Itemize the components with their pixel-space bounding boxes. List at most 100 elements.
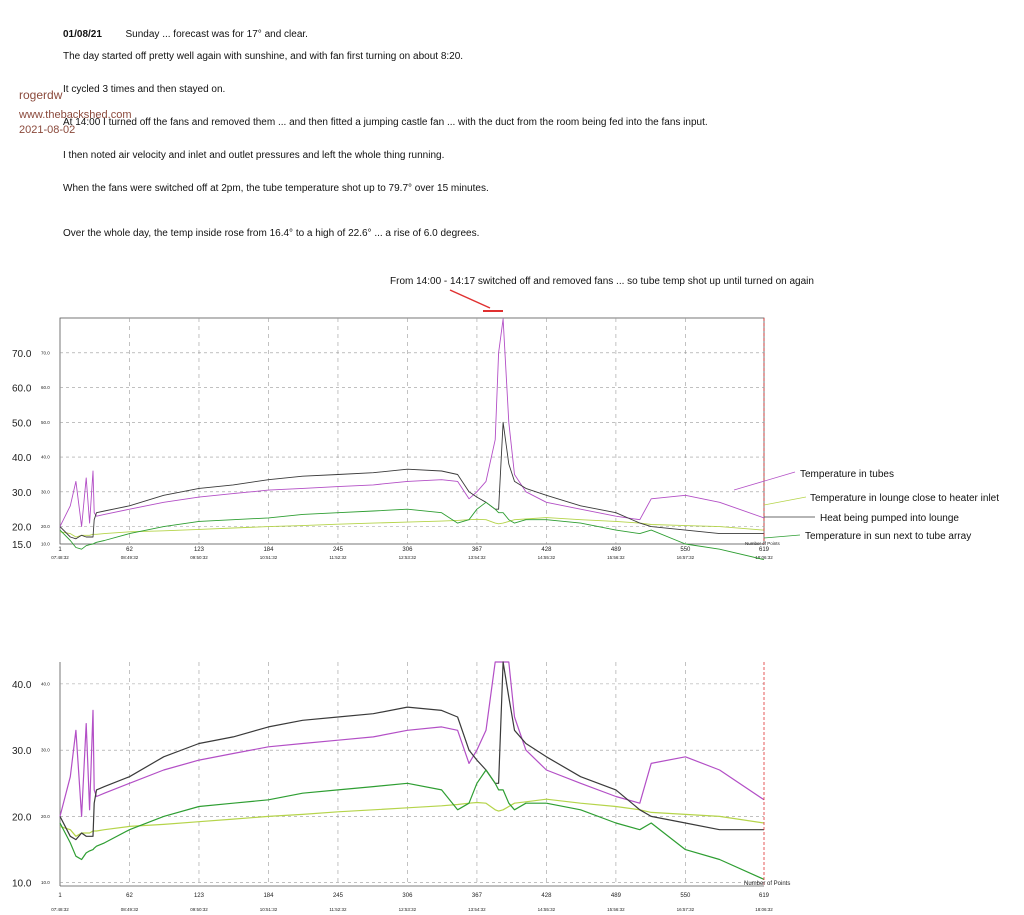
x-time-label: 07:48:32 xyxy=(51,907,69,912)
x-time-label: 18:06:32 xyxy=(755,555,773,560)
y-tick-label: 70.0 xyxy=(12,349,32,360)
y-tick-label-small: 50.0 xyxy=(41,420,50,425)
x-time-label: 12:53:32 xyxy=(399,555,417,560)
y-tick-label: 10.0 xyxy=(12,879,32,890)
y-tick-label-small: 70.0 xyxy=(41,350,50,355)
y-tick-label: 30.0 xyxy=(12,746,32,757)
y-tick-label-small: 10.0 xyxy=(41,542,50,547)
post-line-1: The day started off pretty well again wi… xyxy=(63,51,464,62)
legend-leader-tubes xyxy=(733,471,796,491)
x-time-label: 16:57:32 xyxy=(677,555,695,560)
x-tick-label: 306 xyxy=(402,547,413,553)
y-tick-label: 30.0 xyxy=(12,488,32,499)
annotation-arrow xyxy=(449,289,491,309)
x-tick-label: 428 xyxy=(541,547,552,553)
chart-top-x-axis-label: Number of Points xyxy=(745,541,781,546)
x-tick-label: 550 xyxy=(680,547,691,553)
chart-bottom-x-ticks: 1 07:48:32 62 08:49:32 123 09:50:32 184 10:51:3… xyxy=(51,893,773,912)
post-line-2: It cycled 3 times and then stayed on. xyxy=(63,84,226,95)
y-tick-label: 50.0 xyxy=(12,418,32,429)
x-time-label: 08:49:32 xyxy=(121,555,139,560)
y-tick-label: 20.0 xyxy=(12,812,32,823)
series-line-tubes xyxy=(59,318,765,528)
x-time-label: 14:55:32 xyxy=(538,555,556,560)
x-tick-label: 489 xyxy=(611,547,622,553)
legend-sun: Temperature in sun next to tube array xyxy=(805,531,971,542)
post-headline: Sunday ... forecast was for 17° and clea… xyxy=(125,29,308,40)
y-tick-label: 60.0 xyxy=(12,384,32,395)
x-time-label: 13:54:32 xyxy=(468,555,486,560)
x-tick-label: 619 xyxy=(759,893,770,899)
y-tick-label-small: 10.0 xyxy=(41,880,50,885)
legend-leader-lounge xyxy=(763,496,807,506)
post-line-3: At 14:00 I turned off the fans and remov… xyxy=(63,117,708,128)
x-tick-label: 62 xyxy=(126,893,133,899)
watermark-user: rogerdw xyxy=(19,88,63,102)
x-time-label: 08:49:32 xyxy=(121,907,139,912)
y-tick-label: 40.0 xyxy=(12,453,32,464)
x-time-label: 09:50:32 xyxy=(190,555,208,560)
watermark-site: www.thebackshed.com xyxy=(19,109,132,121)
x-time-label: 15:56:32 xyxy=(607,555,625,560)
chart-top: 70.0 70.0 60.0 60.0 50.0 50.0 40.0 40.0 30.0 30.0… xyxy=(12,317,781,561)
x-time-label: 07:48:32 xyxy=(51,555,69,560)
chart-bottom-grid xyxy=(60,662,764,886)
post-line-4: I then noted air velocity and inlet and … xyxy=(63,150,445,161)
watermark-date: 2021-08-02 xyxy=(19,124,76,136)
y-tick-label-small: 30.0 xyxy=(41,489,50,494)
post-line-5: When the fans were switched off at 2pm, … xyxy=(63,183,489,194)
chart-top-x-ticks: 1 07:48:32 62 08:49:32 123 09:50:32 184 10:51:3… xyxy=(51,547,773,560)
y-tick-label-small: 60.0 xyxy=(41,385,50,390)
x-time-label: 10:51:32 xyxy=(260,555,278,560)
x-time-label: 16:57:32 xyxy=(677,907,695,912)
x-tick-label: 184 xyxy=(263,547,274,553)
y-tick-label: 40.0 xyxy=(12,680,32,691)
chart-top-grid xyxy=(60,318,764,544)
x-tick-label: 123 xyxy=(194,547,205,553)
series-line-pumped xyxy=(59,421,764,540)
post-line-6: Over the whole day, the temp inside rose… xyxy=(63,228,480,239)
chart-top-series xyxy=(59,318,765,561)
legend-pumped: Heat being pumped into lounge xyxy=(820,513,959,524)
x-tick-label: 245 xyxy=(333,893,344,899)
chart-bottom-y-ticks: 40.0 40.0 30.0 30.0 20.0 20.0 10.0 10.0 xyxy=(12,680,50,890)
x-tick-label: 123 xyxy=(194,893,205,899)
series-line-pumped xyxy=(59,661,764,841)
x-time-label: 10:51:32 xyxy=(260,907,278,912)
x-time-label: 11:52:32 xyxy=(329,907,347,912)
post-headline-row: 01/08/21 Sunday ... forecast was for 17°… xyxy=(63,29,308,40)
x-time-label: 18:06:32 xyxy=(755,907,773,912)
x-tick-label: 245 xyxy=(333,547,344,553)
x-time-label: 15:56:32 xyxy=(607,907,625,912)
x-tick-label: 367 xyxy=(472,547,483,553)
x-tick-label: 306 xyxy=(402,893,413,899)
x-time-label: 12:53:32 xyxy=(399,907,417,912)
x-time-label: 13:54:32 xyxy=(468,907,486,912)
chart-top-y-ticks: 70.0 70.0 60.0 60.0 50.0 50.0 40.0 40.0 30.0 30.0… xyxy=(12,349,50,551)
y-tick-label-small: 30.0 xyxy=(41,748,50,753)
legend: Temperature in tubes Temperature in loun… xyxy=(733,469,999,542)
post-date: 01/08/21 xyxy=(63,29,102,40)
series-line-sun xyxy=(59,769,765,880)
x-tick-label: 428 xyxy=(541,893,552,899)
legend-leader-sun xyxy=(763,534,801,539)
chart-bottom-x-axis-label: Number of Points xyxy=(744,881,790,887)
chart-bottom-series xyxy=(59,661,765,880)
chart-bottom: 40.0 40.0 30.0 30.0 20.0 20.0 10.0 10.0 1 07:48:… xyxy=(12,661,790,912)
y-tick-label-small: 40.0 xyxy=(41,455,50,460)
x-tick-label: 550 xyxy=(680,893,691,899)
x-tick-label: 1 xyxy=(58,547,62,553)
x-tick-label: 62 xyxy=(126,547,133,553)
x-tick-label: 367 xyxy=(472,893,483,899)
y-tick-label: 15.0 xyxy=(12,540,32,551)
x-tick-label: 489 xyxy=(611,893,622,899)
y-tick-label: 20.0 xyxy=(12,523,32,534)
legend-lounge-inlet: Temperature in lounge close to heater in… xyxy=(810,493,999,504)
series-line-sun xyxy=(59,501,765,561)
x-time-label: 11:52:32 xyxy=(329,555,347,560)
series-line-tubes xyxy=(59,661,765,818)
y-tick-label-small: 40.0 xyxy=(41,681,50,686)
y-tick-label-small: 20.0 xyxy=(41,524,50,529)
x-tick-label: 1 xyxy=(58,893,62,899)
